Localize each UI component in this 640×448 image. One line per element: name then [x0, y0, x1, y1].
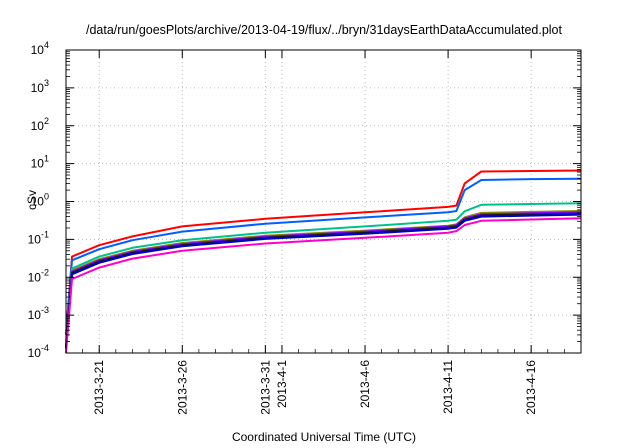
- series-line-2: [65, 177, 582, 335]
- series-line-4: [65, 210, 582, 347]
- x-tick-label: 2013-4-16: [524, 360, 538, 415]
- y-tick-label: 10-3: [28, 305, 49, 322]
- y-tick-label: 10-4: [28, 343, 49, 360]
- series-line-5: [65, 211, 582, 347]
- chart-title: /data/run/goesPlots/archive/2013-04-19/f…: [86, 23, 562, 37]
- series-line-6: [65, 212, 582, 348]
- y-axis-label: cSv: [25, 190, 39, 210]
- x-tick-label: 2013-3-21: [92, 360, 106, 415]
- y-tick-label: 104: [31, 40, 49, 57]
- y-tick-label: 10-1: [28, 229, 49, 246]
- series-group: [65, 169, 582, 354]
- plot-frame: [65, 49, 582, 354]
- y-axis: 10-4 10-3 10-2 10-1 100 101 102 103 104: [28, 40, 581, 360]
- x-tick-label: 2013-3-26: [175, 360, 189, 415]
- x-tick-label: 2013-4-1: [275, 360, 289, 408]
- series-line-7: [65, 213, 582, 349]
- y-tick-label: 10-2: [28, 267, 49, 284]
- x-tick-label: 2013-3-31: [258, 360, 272, 415]
- x-axis: 2013-3-21 2013-3-26 2013-3-31 2013-4-1 2013-…: [65, 50, 582, 415]
- y-tick-label: 103: [31, 78, 49, 95]
- x-axis-label: Coordinated Universal Time (UTC): [232, 430, 416, 444]
- x-tick-label: 2013-4-11: [441, 360, 455, 414]
- series-line-1: [65, 169, 582, 335]
- y-tick-label: 102: [31, 116, 49, 133]
- y-tick-label: 100: [31, 192, 49, 209]
- y-tick-label: 101: [31, 154, 49, 171]
- x-tick-label: 2013-4-6: [358, 360, 372, 408]
- series-line-3: [65, 202, 582, 342]
- series-line-8: [65, 217, 582, 354]
- grid: [66, 50, 581, 353]
